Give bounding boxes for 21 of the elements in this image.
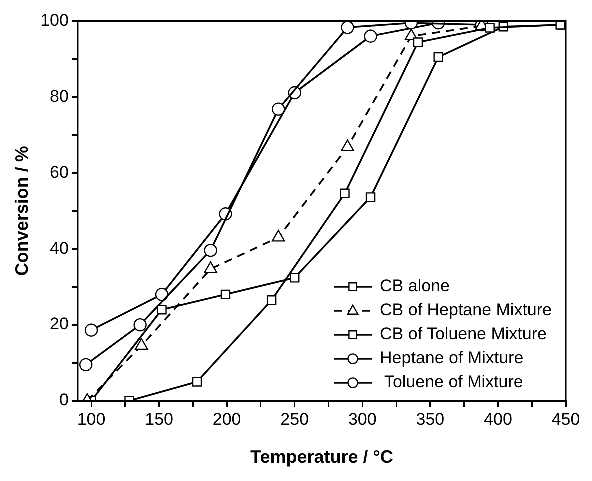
x-tick-label: 450 — [552, 410, 580, 429]
x-tick-label: 150 — [145, 410, 174, 429]
x-tick-label: 250 — [280, 410, 310, 429]
x-tick-label: 300 — [348, 410, 377, 429]
y-tick-label: 60 — [50, 162, 69, 182]
x-tick-label: 100 — [77, 410, 106, 429]
x-tick-label: 400 — [484, 410, 512, 429]
x-tick-label: 350 — [416, 410, 445, 429]
legend-label: Heptane of Mixture — [380, 348, 524, 368]
x-tick-label: 200 — [212, 410, 242, 429]
legend-label: CB of Toluene Mixture — [380, 324, 547, 344]
y-tick-label: 80 — [50, 86, 69, 106]
x-axis-title: Temperature / °C — [250, 447, 394, 468]
y-tick-label: 0 — [59, 390, 69, 410]
y-axis-title: Conversion / % — [12, 146, 32, 276]
legend-label: CB of Heptane Mixture — [380, 300, 552, 320]
legend-label: CB alone — [380, 276, 450, 296]
y-tick-label: 20 — [50, 314, 69, 334]
y-tick-label: 100 — [40, 10, 69, 30]
y-tick-label: 40 — [50, 238, 69, 258]
legend-label: Toluene of Mixture — [380, 372, 524, 392]
